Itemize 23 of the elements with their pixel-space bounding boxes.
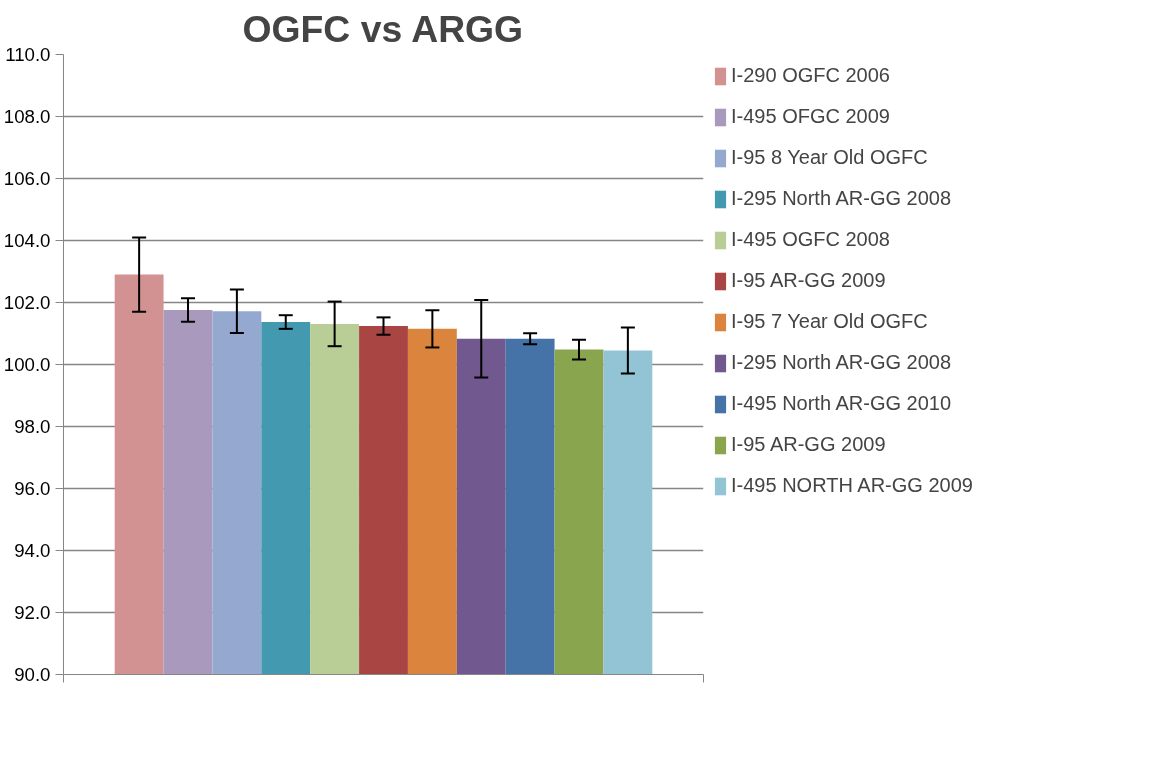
chart-title: OGFC vs ARGG <box>242 7 524 50</box>
y-tick-label: 92.0 <box>14 602 51 623</box>
legend-label: I-290 OGFC 2006 <box>731 64 890 87</box>
legend-label: I-495 North AR-GG 2010 <box>731 392 952 415</box>
y-tick-label: 106.0 <box>3 168 51 189</box>
y-tick-label: 100.0 <box>3 354 51 375</box>
legend-label: I-495 OGFC 2008 <box>731 228 890 251</box>
legend-label: I-95 AR-GG 2009 <box>731 269 886 292</box>
legend-label: I-95 8 Year Old OGFC <box>731 146 928 169</box>
legend-label: I-95 7 Year Old OGFC <box>731 310 928 333</box>
legend-label: I-95 AR-GG 2009 <box>731 433 886 456</box>
y-tick-label: 94.0 <box>14 540 51 561</box>
legend-label: I-495 OFGC 2009 <box>731 105 890 128</box>
legend-label: I-295 North AR-GG 2008 <box>731 187 952 210</box>
y-tick-label: 104.0 <box>3 230 51 251</box>
y-tick-label: 98.0 <box>14 416 51 437</box>
y-tick-label: 110.0 <box>5 44 51 65</box>
y-tick-label: 102.0 <box>3 292 51 313</box>
y-tick-label: 90.0 <box>14 664 51 685</box>
legend-label: I-495 NORTH AR-GG 2009 <box>731 474 973 497</box>
y-tick-label: 108.0 <box>3 106 51 127</box>
y-tick-label: 96.0 <box>14 478 51 499</box>
legend-label: I-295 North AR-GG 2008 <box>731 351 952 374</box>
